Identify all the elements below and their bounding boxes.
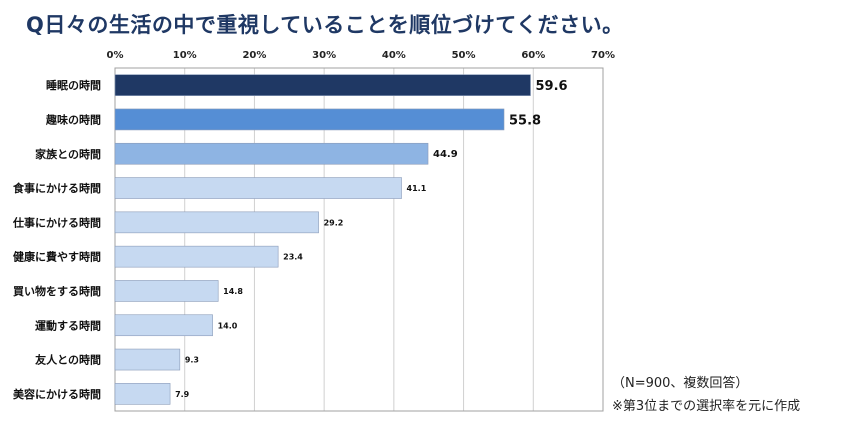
category-label: 仕事にかける時間 [12,215,101,229]
bar [114,314,213,337]
x-tick-label: 30% [312,50,336,61]
bar [114,348,181,371]
data-label: 29.2 [324,218,344,227]
category-label: 趣味の時間 [45,112,101,126]
x-tick-label: 60% [521,50,545,61]
bar [114,211,319,234]
category-label: 買い物をする時間 [13,284,101,298]
category-label: 睡眠の時間 [46,78,101,92]
category-label: 友人との時間 [35,353,101,367]
x-tick-label: 10% [173,50,197,61]
sample-size-note: （N=900、複数回答） [612,376,749,391]
bar [114,245,279,268]
data-label: 23.4 [283,253,303,262]
chart-title: Q日々の生活の中で重視していることを順位づけてください。 [26,13,624,37]
data-label: 9.3 [185,356,199,365]
x-tick-label: 50% [452,50,476,61]
data-label: 44.9 [433,149,458,160]
bar [114,177,402,199]
category-label: 運動する時間 [35,318,101,332]
category-label: 美容にかける時間 [13,387,101,401]
data-label: 14.8 [223,287,243,296]
plot-area-border [114,67,604,412]
bar [114,280,219,302]
bar [114,142,429,165]
method-note: ※第3位までの選択率を元に作成 [612,399,801,414]
data-label: 14.0 [218,321,238,330]
category-label: 家族との時間 [35,147,101,161]
bar [114,383,171,405]
category-label: 健康に費やす時間 [13,250,101,264]
data-label: 59.6 [535,79,567,94]
data-label: 7.9 [175,390,190,399]
category-label: 食事にかける時間 [13,181,101,195]
data-label: 41.1 [407,184,427,193]
x-tick-label: 40% [382,50,406,61]
bar [114,108,505,131]
bar [114,74,531,96]
x-tick-label: 20% [242,50,266,61]
data-label: 55.8 [509,113,541,128]
x-tick-label: 70% [591,50,615,61]
x-tick-label: 0% [107,50,124,61]
